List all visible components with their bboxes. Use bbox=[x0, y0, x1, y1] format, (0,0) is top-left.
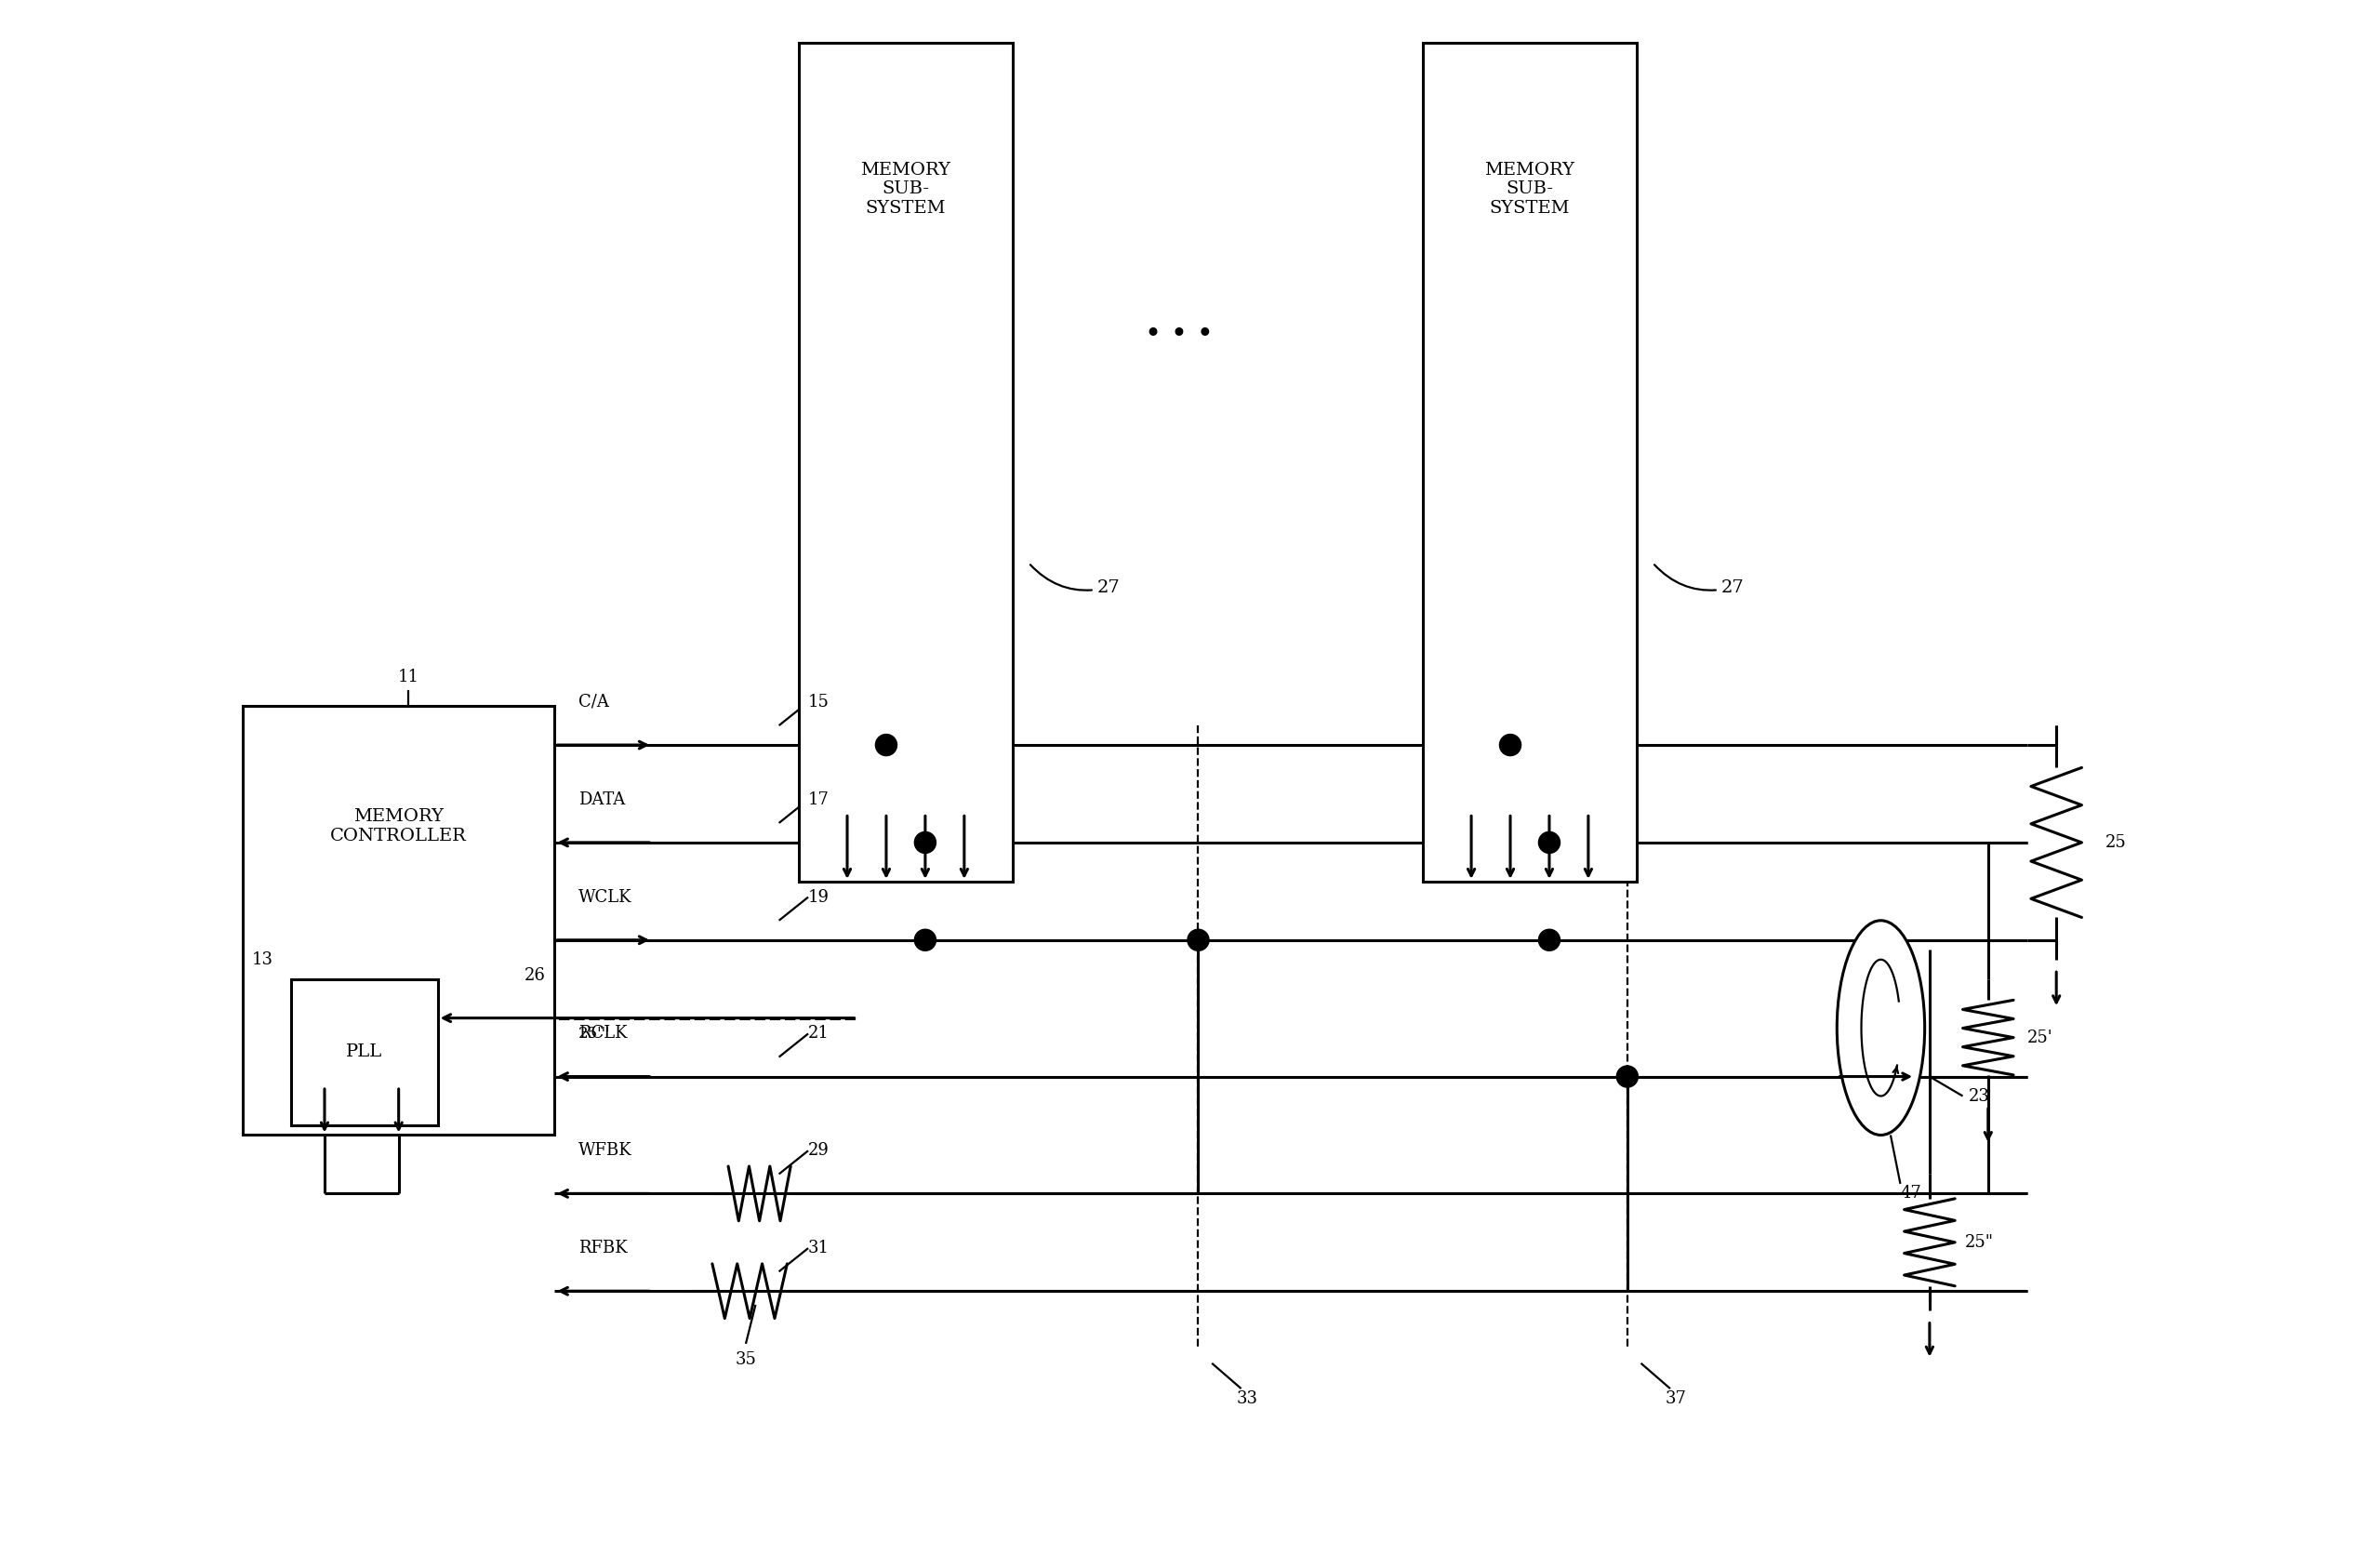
Text: 17: 17 bbox=[808, 792, 830, 808]
Circle shape bbox=[875, 734, 896, 756]
Ellipse shape bbox=[1837, 920, 1925, 1135]
Text: 23: 23 bbox=[1968, 1088, 1990, 1104]
Circle shape bbox=[1500, 734, 1521, 756]
Text: 26: 26 bbox=[525, 967, 547, 983]
Text: RCLK: RCLK bbox=[578, 1025, 628, 1043]
Text: C/A: C/A bbox=[578, 693, 609, 710]
Text: DATA: DATA bbox=[578, 792, 625, 808]
Text: 13: 13 bbox=[252, 952, 273, 967]
Circle shape bbox=[1616, 1066, 1638, 1087]
Text: WCLK: WCLK bbox=[578, 889, 632, 905]
Text: RFBK: RFBK bbox=[578, 1240, 628, 1256]
Bar bbox=[292, 978, 437, 1126]
Text: WFBK: WFBK bbox=[578, 1143, 632, 1159]
Text: 25: 25 bbox=[2106, 834, 2127, 851]
Circle shape bbox=[915, 930, 937, 950]
Text: PLL: PLL bbox=[347, 1044, 383, 1060]
Text: 35: 35 bbox=[734, 1352, 756, 1367]
Text: 37: 37 bbox=[1666, 1389, 1688, 1406]
Circle shape bbox=[1538, 930, 1559, 950]
Text: 25': 25' bbox=[2028, 1029, 2054, 1046]
Text: 31: 31 bbox=[808, 1240, 830, 1256]
Text: • • •: • • • bbox=[1143, 321, 1212, 350]
Text: 27: 27 bbox=[1654, 564, 1745, 596]
Text: 33: 33 bbox=[1236, 1389, 1257, 1406]
Text: 15: 15 bbox=[808, 693, 830, 710]
Text: 27: 27 bbox=[1029, 564, 1120, 596]
Text: 19: 19 bbox=[808, 889, 830, 905]
Text: 47: 47 bbox=[1899, 1185, 1921, 1203]
Text: MEMORY
CONTROLLER: MEMORY CONTROLLER bbox=[330, 808, 466, 844]
Text: 29: 29 bbox=[808, 1143, 830, 1159]
Text: 25''': 25''' bbox=[578, 1025, 611, 1041]
Bar bbox=[799, 42, 1013, 881]
Text: 11: 11 bbox=[397, 668, 418, 685]
Circle shape bbox=[1538, 831, 1559, 853]
Bar bbox=[242, 706, 554, 1135]
Text: MEMORY
SUB-
SYSTEM: MEMORY SUB- SYSTEM bbox=[1486, 162, 1576, 216]
Circle shape bbox=[1188, 930, 1210, 950]
Bar bbox=[1421, 42, 1638, 881]
Circle shape bbox=[915, 831, 937, 853]
Text: MEMORY
SUB-
SYSTEM: MEMORY SUB- SYSTEM bbox=[860, 162, 951, 216]
Text: 25": 25" bbox=[1966, 1234, 1994, 1251]
Text: 21: 21 bbox=[808, 1025, 830, 1043]
